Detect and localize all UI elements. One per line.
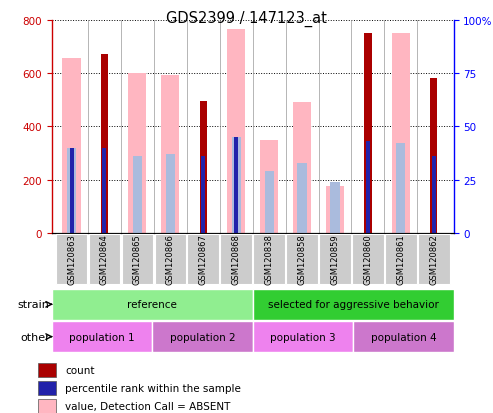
Bar xyxy=(265,172,274,233)
Bar xyxy=(297,163,307,233)
Bar xyxy=(52,289,253,320)
Bar xyxy=(232,138,241,233)
Bar xyxy=(260,140,278,233)
Text: GSM120864: GSM120864 xyxy=(100,234,109,285)
Bar xyxy=(220,235,252,284)
Bar xyxy=(392,34,410,233)
Text: population 2: population 2 xyxy=(170,332,235,342)
Text: GSM120859: GSM120859 xyxy=(330,234,340,285)
Text: strain: strain xyxy=(18,299,50,310)
Bar xyxy=(38,363,56,377)
Bar xyxy=(52,321,152,352)
Text: population 4: population 4 xyxy=(371,332,436,342)
Text: GSM120867: GSM120867 xyxy=(199,234,208,285)
Bar xyxy=(161,76,179,233)
Bar xyxy=(152,321,253,352)
Text: GSM120858: GSM120858 xyxy=(298,234,307,285)
Bar xyxy=(432,157,436,233)
Text: GSM120868: GSM120868 xyxy=(232,234,241,285)
Text: GSM120866: GSM120866 xyxy=(166,234,175,285)
Bar xyxy=(101,55,108,233)
Bar xyxy=(286,235,318,284)
Bar xyxy=(56,235,87,284)
Bar xyxy=(430,79,437,233)
Bar xyxy=(253,289,454,320)
Bar xyxy=(38,381,56,395)
Text: percentile rank within the sample: percentile rank within the sample xyxy=(65,383,241,393)
Text: population 1: population 1 xyxy=(69,332,135,342)
Bar xyxy=(353,321,454,352)
Bar xyxy=(293,102,311,233)
Bar xyxy=(63,59,80,233)
Text: GDS2399 / 147123_at: GDS2399 / 147123_at xyxy=(166,10,327,26)
Bar xyxy=(201,157,205,233)
Bar xyxy=(67,148,76,233)
Bar xyxy=(227,30,245,233)
Bar xyxy=(166,154,175,233)
Bar xyxy=(200,102,207,233)
Bar xyxy=(396,144,405,233)
Text: GSM120865: GSM120865 xyxy=(133,234,142,285)
Bar xyxy=(418,235,450,284)
Bar xyxy=(89,235,120,284)
Bar xyxy=(366,142,370,233)
Bar xyxy=(128,74,146,233)
Bar xyxy=(385,235,417,284)
Bar xyxy=(352,235,384,284)
Text: selected for aggressive behavior: selected for aggressive behavior xyxy=(268,299,439,310)
Bar xyxy=(253,321,353,352)
Text: value, Detection Call = ABSENT: value, Detection Call = ABSENT xyxy=(65,401,230,411)
Text: GSM120863: GSM120863 xyxy=(67,234,76,285)
Bar xyxy=(187,235,219,284)
Text: population 3: population 3 xyxy=(270,332,336,342)
Text: GSM120861: GSM120861 xyxy=(396,234,405,285)
Bar xyxy=(364,34,372,233)
Bar xyxy=(326,187,344,233)
Text: reference: reference xyxy=(127,299,177,310)
Text: GSM120838: GSM120838 xyxy=(265,234,274,285)
Bar xyxy=(122,235,153,284)
Bar xyxy=(133,157,142,233)
Bar xyxy=(319,235,351,284)
Text: GSM120860: GSM120860 xyxy=(363,234,372,285)
Bar xyxy=(38,399,56,413)
Text: GSM120862: GSM120862 xyxy=(429,234,438,285)
Bar xyxy=(154,235,186,284)
Text: count: count xyxy=(65,365,95,375)
Bar xyxy=(103,148,106,233)
Text: other: other xyxy=(20,332,50,342)
Bar xyxy=(253,235,285,284)
Bar xyxy=(70,148,73,233)
Bar xyxy=(330,182,340,233)
Bar xyxy=(234,138,238,233)
